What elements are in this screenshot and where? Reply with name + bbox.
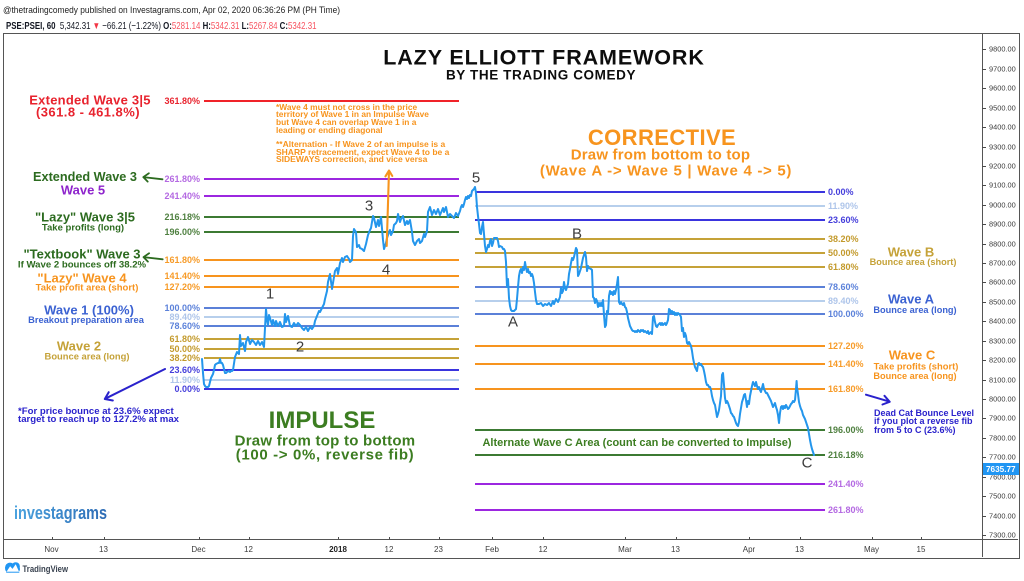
svg-text:investagrams: investagrams <box>14 503 107 523</box>
svg-text:TradingView: TradingView <box>23 564 69 574</box>
